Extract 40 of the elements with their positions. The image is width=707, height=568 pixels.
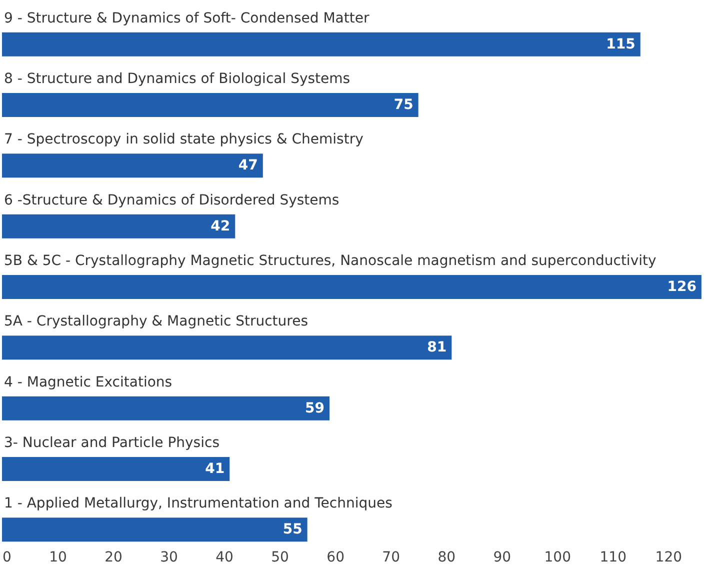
x-tick-label: 60 (326, 550, 344, 566)
bar (2, 32, 640, 56)
data-label: 55 (282, 522, 302, 538)
x-tick-label: 100 (544, 550, 571, 566)
x-tick-label: 10 (49, 550, 67, 566)
bar (2, 154, 263, 178)
y-tick-label: 8 - Structure and Dynamics of Biological Systems (4, 71, 350, 87)
bar (2, 336, 452, 360)
bar (2, 518, 308, 542)
x-tick-label: 50 (271, 550, 289, 566)
x-tick-label: 90 (493, 550, 512, 566)
x-tick-label: 40 (216, 550, 234, 566)
y-tick-label: 7 - Spectroscopy in solid state physics & Chemistry (4, 132, 364, 148)
x-tick-label: 120 (655, 550, 682, 566)
bar (2, 214, 236, 238)
y-tick-label: 9 - Structure & Dynamics of Soft- Condensed Matter (4, 10, 370, 26)
y-tick-label: 4 - Magnetic Excitations (4, 374, 172, 390)
x-tick-label: 70 (382, 550, 400, 566)
y-tick-label: 5B & 5C - Crystallography Magnetic Structures, Nanoscale magnetism and superconductivity (4, 253, 656, 269)
bar (2, 275, 702, 299)
data-label: 81 (427, 340, 447, 356)
x-tick-label: 110 (600, 550, 626, 566)
data-label: 47 (238, 158, 258, 174)
data-label: 75 (394, 97, 414, 113)
y-tick-label: 1 - Applied Metallurgy, Instrumentation and Techniques (4, 496, 392, 512)
data-label: 115 (606, 36, 636, 52)
data-label: 41 (205, 461, 225, 477)
data-label: 126 (667, 279, 696, 295)
y-tick-label: 5A - Crystallography & Magnetic Structures (4, 314, 308, 330)
x-tick-label: 0 (2, 550, 12, 566)
bar (2, 93, 418, 117)
bar (2, 396, 330, 420)
x-tick-label: 20 (104, 550, 122, 566)
data-label: 42 (210, 218, 230, 234)
x-tick-label: 80 (438, 550, 456, 566)
y-tick-label: 3- Nuclear and Particle Physics (4, 435, 220, 451)
y-tick-label: 6 -Structure & Dynamics of Disordered Systems (4, 192, 340, 208)
data-label: 59 (305, 400, 325, 416)
bar (2, 457, 230, 481)
x-tick-label: 30 (160, 550, 178, 566)
